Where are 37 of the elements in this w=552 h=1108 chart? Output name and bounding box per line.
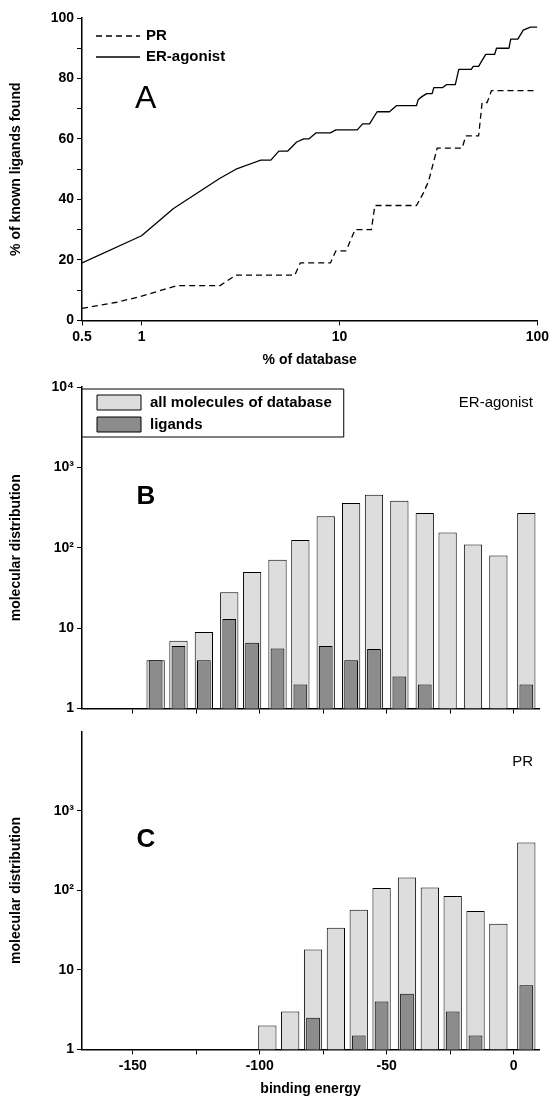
x-tick-label: 100 [525, 327, 550, 344]
y-tick-label: 0 [66, 311, 75, 328]
y-axis-title: % of known ligands found [7, 82, 24, 256]
x-axis-title: binding energy [260, 1080, 361, 1097]
x-tick-label: -50 [376, 1056, 397, 1073]
y-tick-label: 10 [58, 619, 75, 636]
y-tick-label: 100 [50, 8, 75, 25]
x-tick-label: 10 [331, 327, 348, 344]
y-tick-label: 20 [58, 250, 75, 267]
x-axis-title: % of database [262, 351, 357, 368]
legend-label: ligands [150, 415, 203, 433]
x-tick-label: 1 [137, 327, 146, 344]
y-tick-label: 10³ [53, 801, 75, 818]
y-tick-label: 10² [53, 538, 75, 555]
y-tick-label: 10 [58, 960, 75, 977]
annotation: ER-agonist [458, 393, 534, 411]
y-axis-title: molecular distribution [7, 816, 24, 964]
annotation: PR [512, 751, 534, 769]
x-tick-label: -100 [245, 1056, 274, 1073]
y-tick-label: 60 [58, 129, 75, 146]
annotation: B [136, 479, 156, 510]
y-tick-label: 1 [66, 699, 75, 716]
y-tick-label: 80 [58, 69, 75, 86]
annotation: C [136, 822, 156, 853]
legend-label: all molecules of database [150, 393, 332, 411]
legend-label: ER-agonist [146, 47, 226, 65]
x-tick-label: 0.5 [72, 327, 92, 344]
x-tick-label: 0 [509, 1056, 518, 1073]
legend-label: PR [146, 26, 167, 44]
y-tick-label: 1 [66, 1040, 75, 1057]
y-tick-label: 10³ [53, 458, 75, 475]
y-tick-label: 10² [53, 881, 75, 898]
y-tick-label: 40 [58, 190, 75, 207]
y-tick-label: 10⁴ [51, 377, 75, 394]
y-axis-title: molecular distribution [7, 474, 24, 622]
x-tick-label: -150 [118, 1056, 147, 1073]
annotation: A [135, 79, 158, 116]
